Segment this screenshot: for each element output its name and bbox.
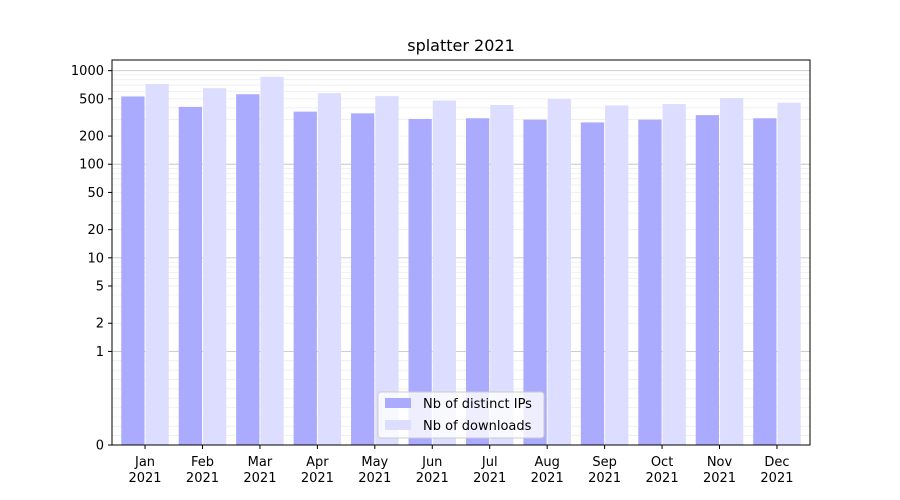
chart-title: splatter 2021: [407, 36, 515, 55]
legend-label-distinct-ips: Nb of distinct IPs: [423, 397, 532, 412]
y-tick-label: 2: [96, 317, 104, 332]
bar-distinct-ips: [523, 119, 547, 446]
bar-distinct-ips: [236, 94, 260, 445]
bar-downloads: [720, 98, 744, 446]
bar-distinct-ips: [580, 122, 605, 445]
bar-downloads: [605, 105, 629, 445]
bar-distinct-ips: [638, 119, 662, 446]
grid-lines: [112, 70, 810, 436]
x-tick-label-year: 2021: [243, 471, 276, 486]
legend-box: [377, 391, 545, 439]
bars: [121, 76, 801, 446]
x-tick-label-month: Aug: [534, 455, 559, 470]
bar-distinct-ips: [293, 111, 317, 445]
x-tick-label-year: 2021: [186, 471, 219, 486]
legend-swatch-downloads: [385, 420, 411, 430]
x-tick-label-month: Feb: [191, 455, 214, 470]
x-tick-label-month: Jun: [421, 455, 442, 470]
y-tick-label: 200: [79, 130, 104, 145]
y-tick-label: 100: [79, 158, 104, 173]
x-tick-label-year: 2021: [128, 471, 161, 486]
bar-distinct-ips: [178, 106, 202, 445]
x-tick-label-month: Nov: [707, 455, 733, 470]
bar-downloads: [202, 88, 227, 446]
x-tick-label-month: Jul: [481, 455, 498, 470]
y-tick-label: 5: [96, 280, 104, 295]
bar-distinct-ips: [351, 113, 375, 446]
x-tick-label-month: Jan: [134, 455, 155, 470]
bar-distinct-ips: [408, 118, 432, 445]
x-tick-label-year: 2021: [703, 471, 736, 486]
x-tick-label-month: Sep: [592, 455, 617, 470]
bar-downloads: [432, 100, 457, 445]
bar-distinct-ips: [753, 118, 777, 445]
x-tick-label-year: 2021: [646, 471, 679, 486]
y-tick-label: 1000: [71, 64, 104, 79]
y-tick-label: 0: [96, 439, 104, 454]
x-tick-label-month: Apr: [306, 455, 329, 470]
bar-downloads: [317, 93, 342, 446]
bar-distinct-ips: [121, 96, 145, 446]
plot-frame: [111, 59, 811, 446]
bar-downloads: [490, 104, 514, 445]
x-tick-label-year: 2021: [588, 471, 621, 486]
legend: Nb of distinct IPs Nb of downloads: [377, 391, 545, 439]
bar-downloads: [145, 84, 169, 446]
x-axis: Jan2021Feb2021Mar2021Apr2021May2021Jun20…: [128, 445, 794, 486]
x-tick-label-year: 2021: [473, 471, 506, 486]
x-tick-label-month: Oct: [651, 455, 673, 470]
bar-distinct-ips: [695, 115, 720, 446]
x-tick-label-month: Dec: [764, 455, 789, 470]
bar-downloads: [547, 98, 571, 446]
x-tick-label-year: 2021: [416, 471, 449, 486]
y-tick-label: 1: [96, 345, 104, 360]
legend-label-downloads: Nb of downloads: [423, 419, 532, 434]
bar-downloads: [260, 76, 284, 445]
y-tick-label: 20: [87, 223, 104, 238]
bar-downloads: [777, 102, 801, 445]
legend-swatch-distinct-ips: [385, 398, 411, 408]
x-tick-label-year: 2021: [358, 471, 391, 486]
x-tick-label-year: 2021: [760, 471, 793, 486]
x-tick-label-year: 2021: [301, 471, 334, 486]
y-tick-label: 500: [79, 92, 104, 107]
x-tick-label-year: 2021: [531, 471, 564, 486]
bar-downloads: [662, 104, 686, 445]
bar-distinct-ips: [465, 118, 490, 445]
bar-downloads: [375, 96, 399, 445]
x-tick-label-month: May: [361, 455, 388, 470]
y-tick-label: 10: [87, 251, 104, 266]
y-tick-label: 50: [87, 186, 104, 201]
y-axis: 0 1 2 5 10 20 50 100 200 500 1000: [71, 64, 112, 454]
plot-area: [112, 60, 810, 445]
x-tick-label-month: Mar: [248, 455, 273, 470]
